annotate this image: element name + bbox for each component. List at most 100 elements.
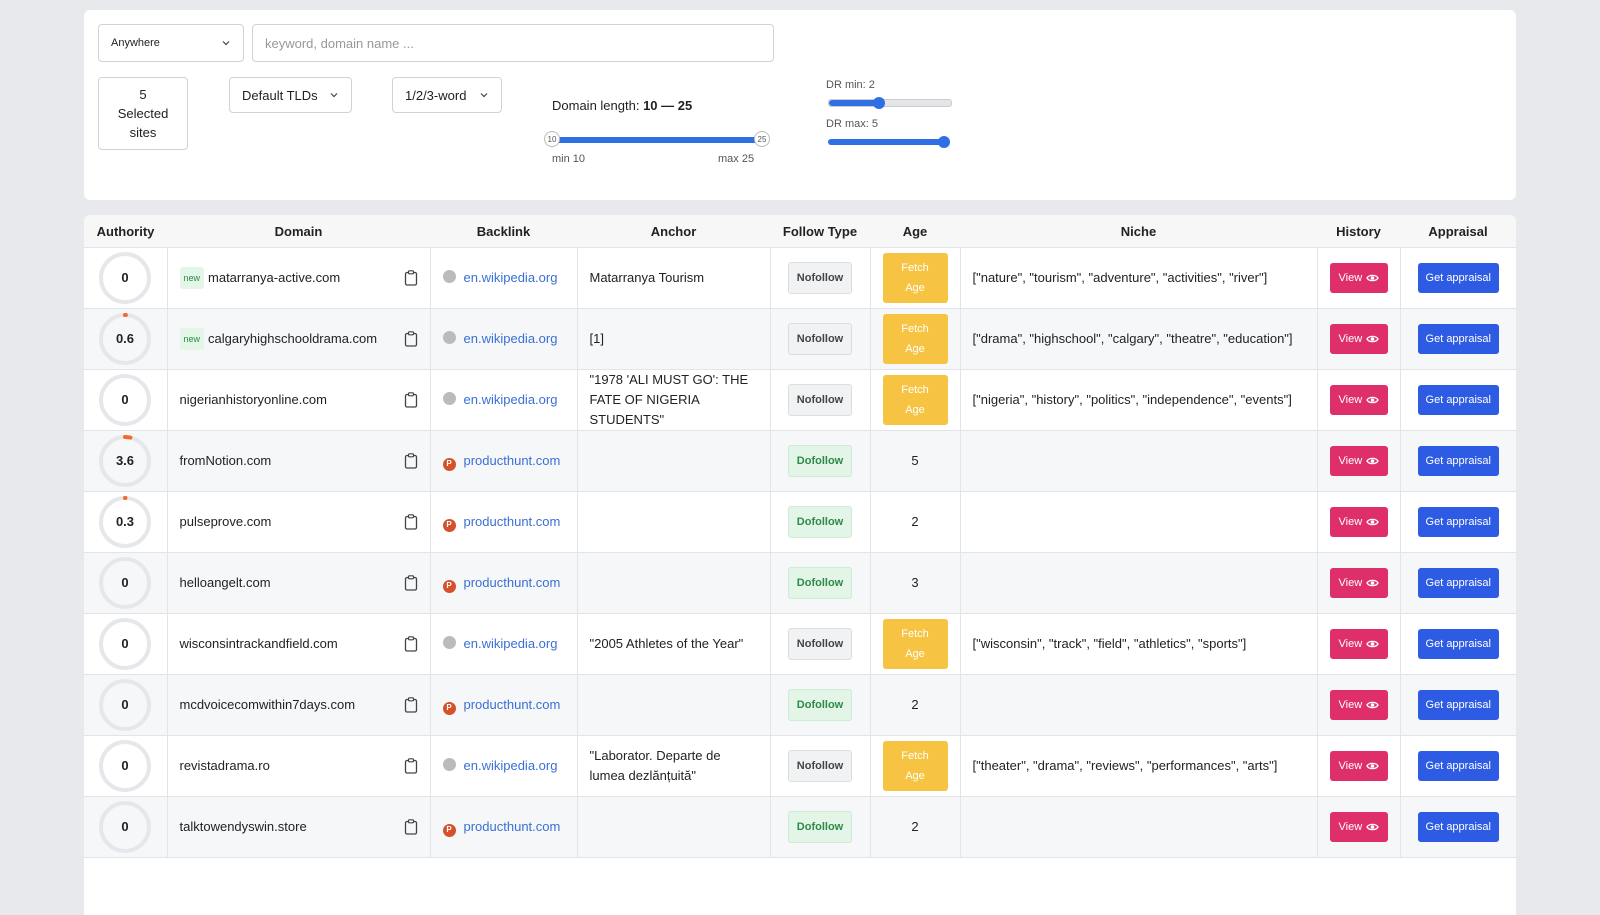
view-button[interactable]: View bbox=[1329, 812, 1389, 842]
view-button[interactable]: View bbox=[1329, 446, 1389, 476]
appraisal-button[interactable]: Get appraisal bbox=[1417, 568, 1499, 598]
dr-min-slider[interactable] bbox=[828, 97, 952, 109]
max-label: max 25 bbox=[718, 153, 755, 165]
domain-cell: new matarranya-active.com bbox=[167, 247, 431, 309]
copy-icon[interactable] bbox=[404, 331, 418, 347]
copy-icon[interactable] bbox=[404, 392, 418, 408]
ring-arc bbox=[99, 435, 152, 487]
age-cell: Fetch Age bbox=[870, 247, 961, 309]
appraisal-button[interactable]: Get appraisal bbox=[1417, 629, 1499, 659]
appraisal-button[interactable]: Get appraisal bbox=[1417, 751, 1499, 781]
fetch-age-button[interactable]: Fetch Age bbox=[882, 314, 948, 364]
history-cell: View bbox=[1317, 552, 1401, 614]
column-header: Niche bbox=[960, 215, 1317, 248]
fetch-age-button[interactable]: Fetch Age bbox=[882, 253, 948, 303]
follow-type: Nofollow bbox=[787, 384, 853, 416]
domain-wrap: talktowendyswin.store bbox=[180, 817, 418, 837]
appraisal-button[interactable]: Get appraisal bbox=[1417, 507, 1499, 537]
eye-icon bbox=[1366, 701, 1379, 709]
column-header: Appraisal bbox=[1400, 215, 1516, 248]
table-row: 0 wisconsintrackandfield.com en.wikipedia.… bbox=[84, 613, 1516, 675]
domain-name: calgaryhighschooldrama.com bbox=[208, 331, 378, 346]
appraisal-button[interactable]: Get appraisal bbox=[1417, 812, 1499, 842]
age-cell: Fetch Age bbox=[870, 308, 961, 370]
authority-cell: 0 bbox=[84, 796, 168, 858]
follow-type: Dofollow bbox=[787, 689, 853, 721]
backlink-link[interactable]: producthunt.com bbox=[463, 514, 561, 529]
copy-icon[interactable] bbox=[404, 575, 418, 591]
backlink-link[interactable]: producthunt.com bbox=[463, 697, 561, 712]
words-select[interactable]: 1/2/3-word bbox=[392, 77, 502, 113]
domain-cell: new calgaryhighschooldrama.com bbox=[167, 308, 431, 370]
backlink-link[interactable]: en.wikipedia.org bbox=[463, 270, 558, 285]
copy-icon[interactable] bbox=[404, 270, 418, 286]
follow-cell: Dofollow bbox=[770, 430, 871, 492]
domain-name: revistadrama.ro bbox=[179, 758, 270, 773]
copy-icon[interactable] bbox=[404, 697, 418, 713]
view-button[interactable]: View bbox=[1329, 751, 1389, 781]
appraisal-button[interactable]: Get appraisal bbox=[1417, 446, 1499, 476]
fetch-age-button[interactable]: Fetch Age bbox=[882, 375, 948, 425]
backlink-link[interactable]: producthunt.com bbox=[463, 453, 561, 468]
page-body: Anywhere keyword, domain name ... 5 Sele… bbox=[84, 10, 1516, 915]
eye-outline bbox=[1366, 274, 1379, 282]
search-input[interactable]: keyword, domain name ... bbox=[252, 24, 774, 62]
view-button[interactable]: View bbox=[1329, 507, 1389, 537]
history-cell: View bbox=[1317, 430, 1401, 492]
domain-wrap: new calgaryhighschooldrama.com bbox=[179, 328, 418, 350]
niche-cell: ["drama", "highschool", "calgary", "thea… bbox=[960, 308, 1318, 370]
view-button[interactable]: View bbox=[1329, 690, 1389, 720]
dr-max-slider[interactable] bbox=[828, 136, 950, 148]
fetch-age-button[interactable]: Fetch Age bbox=[882, 619, 948, 669]
copy-icon[interactable] bbox=[404, 758, 418, 774]
authority-cell: 0 bbox=[84, 247, 168, 309]
authority-value: 0 bbox=[122, 636, 129, 651]
copy-icon[interactable] bbox=[404, 514, 418, 530]
authority-ring: 0 bbox=[99, 374, 152, 426]
anchor-text: [1] bbox=[589, 331, 604, 346]
eye-icon bbox=[1366, 579, 1379, 587]
chevron bbox=[222, 41, 230, 46]
view-button[interactable]: View bbox=[1329, 263, 1389, 293]
copy-icon[interactable] bbox=[404, 819, 418, 835]
appraisal-button[interactable]: Get appraisal bbox=[1417, 690, 1499, 720]
backlink-link[interactable]: en.wikipedia.org bbox=[463, 636, 558, 651]
view-button[interactable]: View bbox=[1329, 568, 1389, 598]
producthunt-icon: P bbox=[442, 579, 456, 593]
age-cell: 2 bbox=[870, 796, 961, 858]
backlink-link[interactable]: en.wikipedia.org bbox=[463, 392, 558, 407]
dr-max-knob[interactable] bbox=[938, 136, 950, 148]
copy-clip bbox=[407, 270, 414, 275]
domain-length-slider[interactable]: 10 25 bbox=[544, 131, 770, 147]
follow-type: Dofollow bbox=[787, 445, 853, 477]
tlds-select[interactable]: Default TLDs bbox=[229, 77, 352, 113]
view-label: View bbox=[1338, 699, 1363, 711]
appraisal-button[interactable]: Get appraisal bbox=[1417, 324, 1499, 354]
view-button[interactable]: View bbox=[1329, 629, 1389, 659]
dr-min-knob[interactable] bbox=[873, 97, 885, 109]
backlink-link[interactable]: producthunt.com bbox=[463, 819, 561, 834]
min-knob[interactable]: 10 bbox=[544, 131, 560, 147]
backlink-link[interactable]: producthunt.com bbox=[463, 575, 561, 590]
domain-wrap: nigerianhistoryonline.com bbox=[180, 390, 418, 410]
backlink-link[interactable]: en.wikipedia.org bbox=[463, 331, 558, 346]
follow-cell: Nofollow bbox=[770, 369, 871, 431]
backlink-link[interactable]: en.wikipedia.org bbox=[463, 758, 558, 773]
copy-icon[interactable] bbox=[404, 453, 418, 469]
view-button[interactable]: View bbox=[1329, 324, 1389, 354]
niche-text: ["nature", "tourism", "adventure", "acti… bbox=[972, 270, 1268, 285]
location-value: Anywhere bbox=[111, 37, 160, 49]
max-knob[interactable]: 25 bbox=[754, 131, 770, 147]
fetch-age-button[interactable]: Fetch Age bbox=[882, 741, 948, 791]
appraisal-button[interactable]: Get appraisal bbox=[1417, 263, 1499, 293]
location-select[interactable]: Anywhere bbox=[98, 24, 244, 62]
view-button[interactable]: View bbox=[1329, 385, 1389, 415]
appraisal-button[interactable]: Get appraisal bbox=[1417, 385, 1499, 415]
appraisal-cell: Get appraisal bbox=[1400, 613, 1516, 675]
appraisal-cell: Get appraisal bbox=[1400, 674, 1516, 736]
copy-icon[interactable] bbox=[404, 636, 418, 652]
authority-value: 0.6 bbox=[116, 331, 134, 346]
sites-select[interactable]: 5 Selected sites bbox=[98, 77, 188, 150]
